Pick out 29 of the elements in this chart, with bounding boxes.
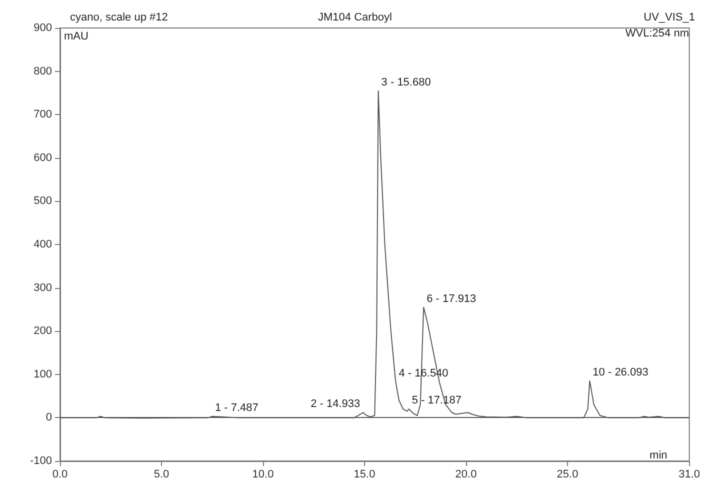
y-tick-label: 700 — [34, 108, 52, 121]
y-tick-label: 400 — [34, 238, 52, 250]
annotation: 10 - 26.093 — [592, 366, 648, 378]
y-axis-title: mAU — [64, 30, 88, 42]
y-tick-label: 600 — [34, 152, 52, 164]
x-tick-label: 31.0 — [678, 468, 700, 480]
annotation: WVL:254 nm — [625, 28, 690, 40]
y-tick-label: 300 — [34, 282, 52, 294]
text: UV_VIS_1 — [644, 12, 696, 24]
x-tick-label: 20.0 — [455, 468, 477, 480]
y-tick-label: 500 — [34, 195, 52, 208]
x-tick-label: 25.0 — [556, 468, 578, 480]
annotation: 1 - 7.487 — [214, 402, 258, 414]
y-tick-label: 100 — [34, 368, 52, 380]
y-tick-label: -100 — [30, 455, 52, 467]
chart-title: cyano, scale up #12 — [70, 12, 168, 24]
chart-subtitle: JM104 Carboyl — [318, 12, 392, 24]
x-tick-label: 10.0 — [252, 468, 274, 480]
annotation: 6 - 17.913 — [426, 292, 476, 305]
y-tick-label: 200 — [34, 325, 52, 338]
x-tick-label: 0.0 — [52, 468, 68, 480]
annotation: 3 - 15.680 — [381, 76, 431, 88]
y-tick-label: 900 — [34, 22, 52, 34]
annotation: 2 - 14.933 — [310, 398, 360, 410]
x-tick-label: 5.0 — [154, 468, 170, 480]
x-axis-title: min — [650, 450, 668, 462]
y-tick-label: 0 — [46, 412, 52, 424]
x-tick-label: 15.0 — [354, 468, 376, 480]
y-tick-label: 800 — [34, 65, 52, 78]
